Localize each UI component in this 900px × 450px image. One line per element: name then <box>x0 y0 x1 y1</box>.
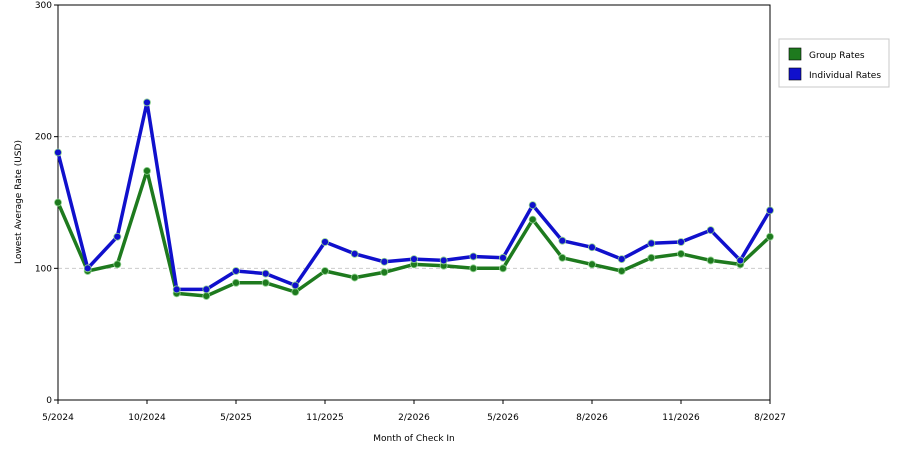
individual-rates-point <box>232 267 240 275</box>
group-rates-point <box>588 260 596 269</box>
individual-rates-point <box>321 238 329 246</box>
axes <box>54 4 771 404</box>
x-axis-title: Month of Check In <box>373 434 455 444</box>
individual-rates-point <box>499 253 507 262</box>
individual-rates-point <box>647 239 656 248</box>
individual-rates-point <box>706 226 715 235</box>
group-rates-point <box>54 198 62 207</box>
individual-rates-point <box>410 255 418 264</box>
y-tick-label: 300 <box>35 1 52 11</box>
group-rates-legend-label: Group Rates <box>809 51 865 61</box>
x-tick-label: 8/2027 <box>754 413 786 423</box>
series-layer <box>54 98 774 300</box>
group-rates-point <box>113 260 122 269</box>
individual-rates-point <box>469 252 478 261</box>
individual-rates-point <box>261 269 270 278</box>
x-tick-label: 5/2025 <box>220 413 252 423</box>
y-tick-label: 100 <box>35 264 52 274</box>
legend: Group Rates Individual Rates <box>778 38 890 88</box>
individual-rates-point <box>617 255 626 264</box>
group-rates-point <box>766 232 774 241</box>
plot-frame <box>57 4 771 401</box>
group-rates-point <box>350 273 359 282</box>
individual-rates-point <box>766 206 774 215</box>
individual-rates-point <box>380 257 389 266</box>
group-rates-point <box>647 253 656 262</box>
individual-rates-point <box>113 232 122 241</box>
group-rates-point <box>499 264 507 273</box>
x-tick-label: 11/2026 <box>662 413 700 423</box>
group-rates-legend-swatch <box>788 47 802 61</box>
individual-rates-point <box>736 256 745 265</box>
individual-rates-point <box>83 264 92 273</box>
group-rates-point <box>617 267 626 275</box>
group-rates-point <box>232 278 240 287</box>
x-tick-label: 8/2026 <box>576 413 608 423</box>
group-rates-point <box>261 278 270 287</box>
individual-rates-point <box>143 98 151 107</box>
individual-rates-point <box>588 243 596 252</box>
individual-rates-point <box>54 148 62 157</box>
individual-rates-point <box>677 238 685 246</box>
group-rates-point <box>469 264 478 273</box>
individual-rates-point <box>202 285 211 294</box>
individual-rates-point <box>350 249 359 258</box>
group-rates-line <box>56 169 772 298</box>
y-axis-title: Lowest Average Rate (USD) <box>14 140 24 264</box>
group-rates-point <box>677 249 685 258</box>
x-tick-label: 11/2025 <box>306 413 343 423</box>
individual-rates-legend-swatch <box>788 67 802 81</box>
individual-rates-legend-label: Individual Rates <box>809 71 881 81</box>
individual-rates-point <box>172 285 181 294</box>
group-rates-point <box>321 267 329 275</box>
group-rates-point <box>291 288 300 296</box>
group-rates-point <box>706 256 715 265</box>
group-rates-point <box>143 166 151 175</box>
y-tick-label: 0 <box>46 396 52 406</box>
individual-rates-point <box>558 236 567 245</box>
tick-labels: 0 100 200 300 5/2024 10/2024 5/2025 11/2025 2/20… <box>35 1 786 423</box>
group-rates-point <box>528 215 537 224</box>
x-tick-label: 10/2024 <box>128 413 166 423</box>
group-rates-point <box>558 253 567 262</box>
individual-rates-point <box>291 281 300 290</box>
x-tick-label: 5/2026 <box>487 413 519 423</box>
individual-rates-point <box>439 256 448 265</box>
x-tick-label: 2/2026 <box>398 413 430 423</box>
y-tick-label: 200 <box>35 133 52 143</box>
group-rates-point <box>380 268 389 277</box>
individual-rates-point <box>528 201 537 210</box>
x-tick-label: 5/2024 <box>42 413 74 423</box>
group-rates-point <box>202 292 211 300</box>
